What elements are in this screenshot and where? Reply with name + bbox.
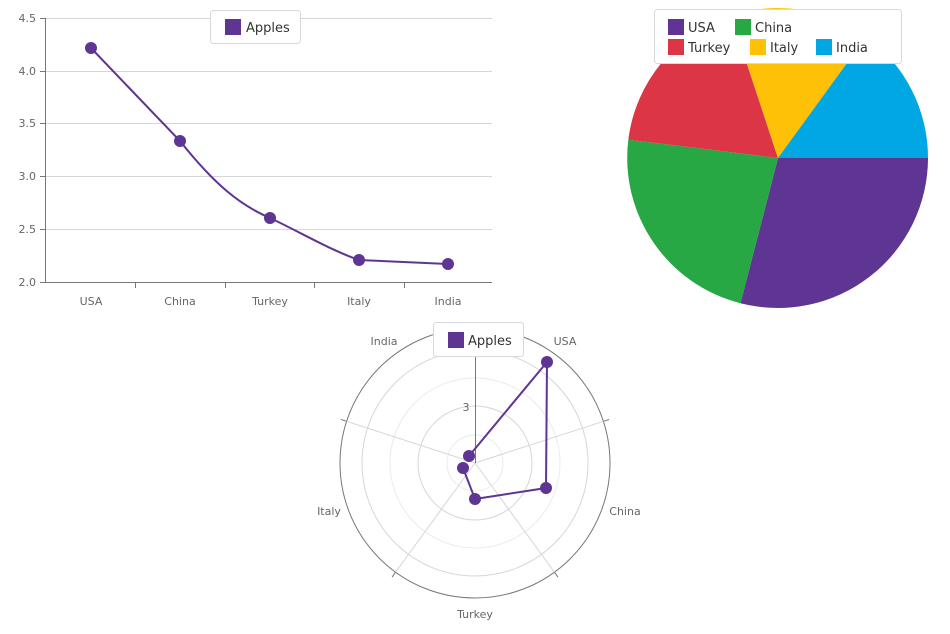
y-tick-label: 3.0 <box>19 170 37 183</box>
legend-swatch-icon <box>668 19 684 35</box>
legend-label: Apples <box>468 334 512 349</box>
legend-label: China <box>755 21 792 36</box>
line-chart: 4.5 4.0 3.5 3.0 2.5 2.0 USA China Turkey… <box>19 10 492 308</box>
legend-item-turkey[interactable]: Turkey <box>668 39 731 56</box>
data-point[interactable] <box>264 212 276 224</box>
data-point[interactable] <box>174 135 186 147</box>
data-point[interactable] <box>540 482 552 494</box>
line-chart-gridlines <box>45 18 492 230</box>
y-tick-label: 2.0 <box>19 276 37 289</box>
data-point[interactable] <box>541 356 553 368</box>
radar-outer-ticks <box>340 419 610 578</box>
radar-label-usa: USA <box>554 335 577 348</box>
x-tick-label: Turkey <box>251 295 288 308</box>
radar-label-turkey: Turkey <box>456 608 493 621</box>
x-tick-label: USA <box>80 295 103 308</box>
line-chart-x-labels: USA China Turkey Italy India <box>80 295 462 308</box>
legend-swatch-icon <box>750 39 766 55</box>
data-point[interactable] <box>463 450 475 462</box>
x-tick-label: Italy <box>347 295 371 308</box>
legend-label: India <box>836 41 868 56</box>
data-point[interactable] <box>442 258 454 270</box>
y-tick-label: 3.5 <box>19 117 37 130</box>
pie-slice-india[interactable] <box>778 36 929 158</box>
data-point[interactable] <box>85 42 97 54</box>
radar-spokes <box>346 420 604 573</box>
y-tick-label: 2.5 <box>19 223 37 236</box>
radar-chart-legend[interactable]: Apples <box>433 322 524 357</box>
data-point[interactable] <box>469 493 481 505</box>
data-point[interactable] <box>457 462 469 474</box>
legend-label: Italy <box>770 41 799 56</box>
legend-item-usa[interactable]: USA <box>668 19 715 36</box>
legend-swatch-icon <box>735 19 751 35</box>
radar-label-india: India <box>371 335 398 348</box>
legend-item-china[interactable]: China <box>735 19 792 36</box>
legend-item-india[interactable]: India <box>816 39 868 56</box>
x-tick-label: India <box>435 295 462 308</box>
legend-label: USA <box>688 21 715 36</box>
legend-swatch-icon <box>448 332 464 348</box>
legend-swatch-icon <box>225 19 241 35</box>
line-chart-legend[interactable]: Apples <box>210 10 301 44</box>
y-tick-label: 4.5 <box>19 12 37 25</box>
pie-slice-usa[interactable] <box>740 158 929 308</box>
radar-series-apples <box>457 356 553 505</box>
radar-value-label: 3 <box>463 401 470 414</box>
pie-slice-china[interactable] <box>627 139 778 304</box>
radar-label-china: China <box>609 505 640 518</box>
legend-label: Apples <box>246 21 290 36</box>
line-chart-y-labels: 4.5 4.0 3.5 3.0 2.5 2.0 <box>19 12 37 289</box>
legend-label: Turkey <box>687 41 731 56</box>
line-chart-axes <box>40 18 492 288</box>
legend-item-italy[interactable]: Italy <box>750 39 799 56</box>
data-point[interactable] <box>353 254 365 266</box>
legend-swatch-icon <box>816 39 832 55</box>
x-tick-label: China <box>164 295 195 308</box>
radar-label-italy: Italy <box>317 505 341 518</box>
radar-category-labels: USA China Turkey Italy India <box>317 335 641 621</box>
legend-swatch-icon <box>668 39 684 55</box>
pie-chart: USA China Turkey Italy India <box>627 8 929 308</box>
radar-chart: 3 USA China Turkey Italy India Apples <box>317 322 641 621</box>
line-series-apples <box>85 42 454 270</box>
y-tick-label: 4.0 <box>19 65 37 78</box>
pie-chart-legend[interactable]: USA China Turkey Italy India <box>654 9 902 64</box>
